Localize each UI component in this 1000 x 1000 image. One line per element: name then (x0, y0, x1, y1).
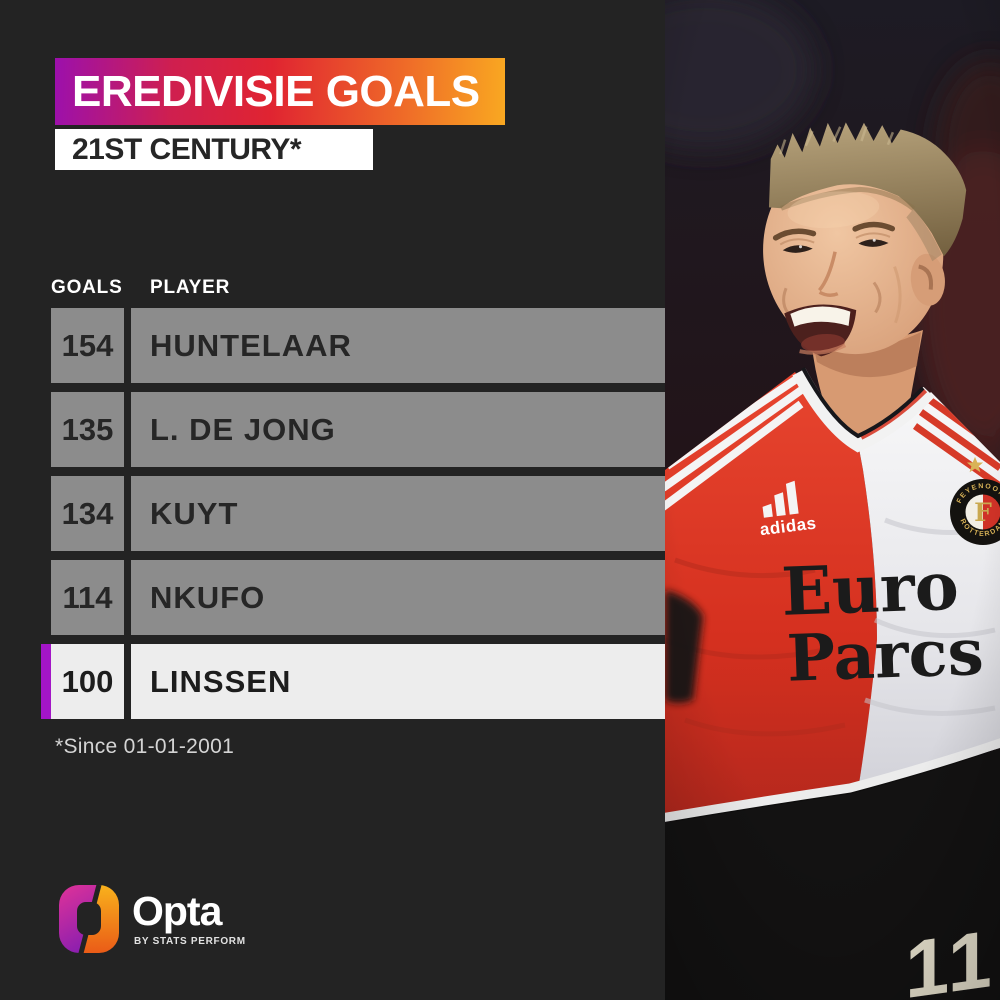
goals-cell: 154 (51, 308, 124, 383)
goals-table-body: 154 HUNTELAAR 135 L. DE JONG 134 KUYT 11… (0, 308, 665, 728)
table-row: 100 LINSSEN (0, 644, 665, 719)
title-banner: EREDIVISIE GOALS (55, 58, 505, 125)
table-row: 135 L. DE JONG (0, 392, 665, 467)
player-cell: LINSSEN (131, 644, 665, 719)
table-row: 114 NKUFO (0, 560, 665, 635)
opta-logo-icon (59, 885, 119, 953)
player-cell: KUYT (131, 476, 665, 551)
opta-logo-subtext: BY STATS PERFORM (134, 936, 246, 947)
subtitle-box: 21ST CENTURY* (55, 129, 373, 170)
player-cell: L. DE JONG (131, 392, 665, 467)
goals-cell: 135 (51, 392, 124, 467)
footnote: *Since 01-01-2001 (55, 735, 235, 758)
opta-branding: Opta BY STATS PERFORM (58, 884, 246, 954)
opta-logo-text: Opta (132, 888, 222, 934)
highlight-accent-bar (41, 644, 51, 719)
player-cell: NKUFO (131, 560, 665, 635)
opta-wordmark: Opta BY STATS PERFORM (132, 888, 246, 948)
page-title: EREDIVISIE GOALS (72, 66, 480, 116)
table-row: 154 HUNTELAAR (0, 308, 665, 383)
goals-cell: 114 (51, 560, 124, 635)
page-subtitle: 21ST CENTURY* (72, 132, 302, 166)
column-header-goals: GOALS (51, 277, 123, 298)
goals-cell: 100 (51, 644, 124, 719)
goals-cell: 134 (51, 476, 124, 551)
column-header-player: PLAYER (150, 277, 231, 298)
table-row: 134 KUYT (0, 476, 665, 551)
player-photo: adidas F FEYENOORD ROTTERDAM (665, 0, 1000, 1000)
player-cell: HUNTELAAR (131, 308, 665, 383)
